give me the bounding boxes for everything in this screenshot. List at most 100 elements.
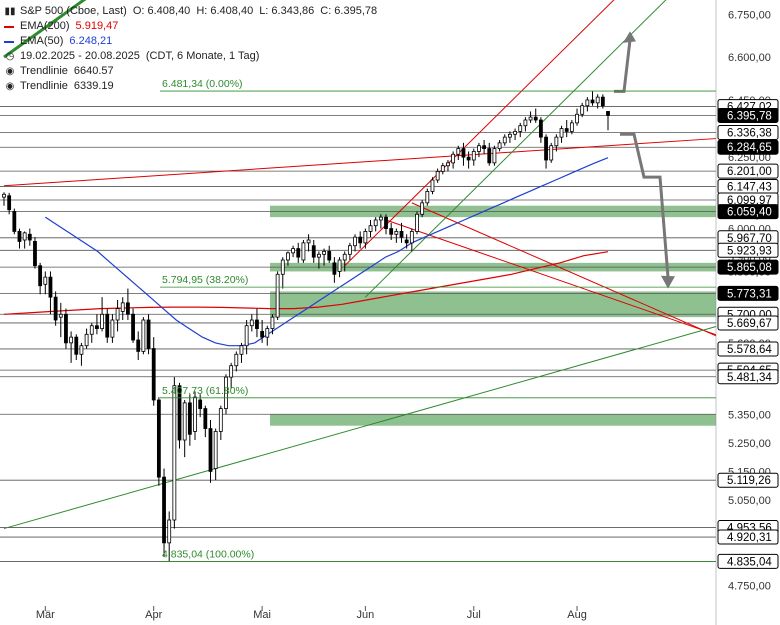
candle bbox=[538, 117, 543, 143]
x-tick-label: Aug bbox=[567, 609, 587, 621]
candle bbox=[368, 220, 373, 238]
candle bbox=[322, 248, 326, 266]
candle bbox=[378, 214, 383, 229]
price-badge-label: 4.835,04 bbox=[727, 556, 772, 568]
candle-body bbox=[64, 313, 68, 344]
candle-body bbox=[513, 131, 517, 135]
price-badge-label: 5.865,08 bbox=[727, 262, 772, 274]
candle-body bbox=[27, 233, 32, 241]
candle bbox=[564, 120, 569, 138]
candle-body bbox=[378, 216, 383, 221]
legend-trend2[interactable]: ◉ Trendlinie 6339.19 bbox=[4, 79, 377, 94]
candle bbox=[203, 405, 208, 438]
candle-body bbox=[208, 428, 213, 472]
candle-body bbox=[265, 328, 270, 338]
candle bbox=[404, 234, 409, 249]
candle bbox=[89, 322, 94, 343]
price-badge-label: 4.920,31 bbox=[727, 532, 772, 544]
trendline bbox=[3, 326, 717, 530]
candle-body bbox=[224, 376, 228, 409]
candle-body bbox=[559, 128, 564, 138]
price-badge: 5.481,34 bbox=[717, 369, 779, 385]
price-badge-label: 6.336,38 bbox=[727, 127, 772, 139]
candle-body bbox=[368, 225, 373, 232]
trend1-value: 6640.57 bbox=[73, 65, 114, 77]
range-info: (CDT, 6 Monate, 1 Tag) bbox=[145, 50, 260, 62]
candle-body bbox=[95, 325, 99, 329]
price-badge: 5.865,08 bbox=[717, 259, 779, 275]
up-arrow-path bbox=[614, 39, 632, 93]
legend-ema200[interactable]: EMA(200) 5.919,47 bbox=[4, 19, 377, 34]
candle bbox=[156, 397, 161, 486]
trendline bbox=[3, 138, 717, 187]
candle bbox=[456, 145, 461, 160]
price-badge-label: 6.059,40 bbox=[727, 207, 772, 219]
candle-body bbox=[327, 251, 332, 261]
candle bbox=[131, 308, 135, 343]
legend-ema50[interactable]: EMA(50) 6.248,21 bbox=[4, 34, 377, 49]
bar-chart-icon: ▮▮ bbox=[4, 6, 16, 17]
x-tick-label: Mär bbox=[36, 609, 55, 621]
price-badge-box bbox=[717, 204, 779, 220]
candle-body bbox=[358, 236, 363, 244]
candle bbox=[301, 240, 306, 263]
ema50-line bbox=[44, 157, 609, 347]
candle bbox=[528, 111, 533, 123]
candle bbox=[33, 237, 37, 269]
candle bbox=[17, 228, 22, 249]
legend-trend1[interactable]: ◉ Trendlinie 6640.57 bbox=[4, 64, 377, 79]
candle bbox=[213, 428, 218, 480]
candle-body bbox=[430, 179, 435, 192]
candle-body bbox=[291, 248, 295, 254]
price-badge: 4.835,04 bbox=[717, 553, 779, 569]
candle bbox=[260, 320, 265, 343]
price-badge: 6.059,40 bbox=[717, 204, 779, 220]
candle bbox=[270, 314, 275, 335]
candle-body bbox=[120, 302, 125, 312]
candle-body bbox=[502, 136, 507, 144]
candle-body bbox=[394, 231, 399, 235]
candle-body bbox=[580, 105, 585, 115]
candle-body bbox=[198, 399, 203, 409]
candle-body bbox=[301, 242, 306, 261]
ema200-swatch bbox=[4, 25, 14, 28]
chart-legend: ▮▮ S&P 500 (Cboe, Last) O: 6.408,40 H: 6… bbox=[4, 4, 377, 94]
candle-body bbox=[7, 195, 12, 211]
support-zone bbox=[270, 291, 716, 318]
candle-body bbox=[213, 431, 218, 469]
down-arrow-head bbox=[661, 275, 675, 289]
candle bbox=[27, 228, 32, 246]
candle-body bbox=[471, 151, 476, 161]
candle bbox=[409, 228, 414, 252]
candle bbox=[435, 168, 440, 183]
candle bbox=[440, 162, 445, 175]
candle-body bbox=[151, 348, 156, 401]
candle bbox=[342, 251, 347, 272]
candle bbox=[7, 192, 12, 215]
candle-body bbox=[466, 156, 471, 161]
candle-body bbox=[105, 313, 110, 338]
y-tick-label: 6.600,00 bbox=[728, 52, 771, 64]
candle bbox=[415, 211, 419, 235]
candle bbox=[373, 217, 378, 232]
candle-body bbox=[2, 193, 6, 198]
price-badge-box bbox=[717, 285, 779, 301]
candle bbox=[554, 134, 559, 152]
fib-label: 6.481,34 (0.00%) bbox=[162, 78, 243, 90]
clock-icon: ◷ bbox=[5, 51, 15, 62]
candle-body bbox=[17, 231, 22, 242]
candle-body bbox=[518, 125, 523, 132]
candle-body bbox=[569, 122, 574, 132]
candle-body bbox=[229, 365, 234, 378]
candle bbox=[95, 314, 99, 335]
candle bbox=[569, 120, 574, 135]
candle bbox=[363, 228, 368, 249]
price-badge: 5.923,93 bbox=[717, 242, 779, 258]
candle bbox=[146, 314, 151, 355]
price-badge-label: 5.773,31 bbox=[727, 288, 772, 300]
candle bbox=[74, 334, 79, 360]
candle bbox=[306, 234, 311, 252]
price-badge-box bbox=[717, 369, 779, 385]
candle-body bbox=[136, 339, 141, 352]
candle-body bbox=[296, 248, 301, 258]
